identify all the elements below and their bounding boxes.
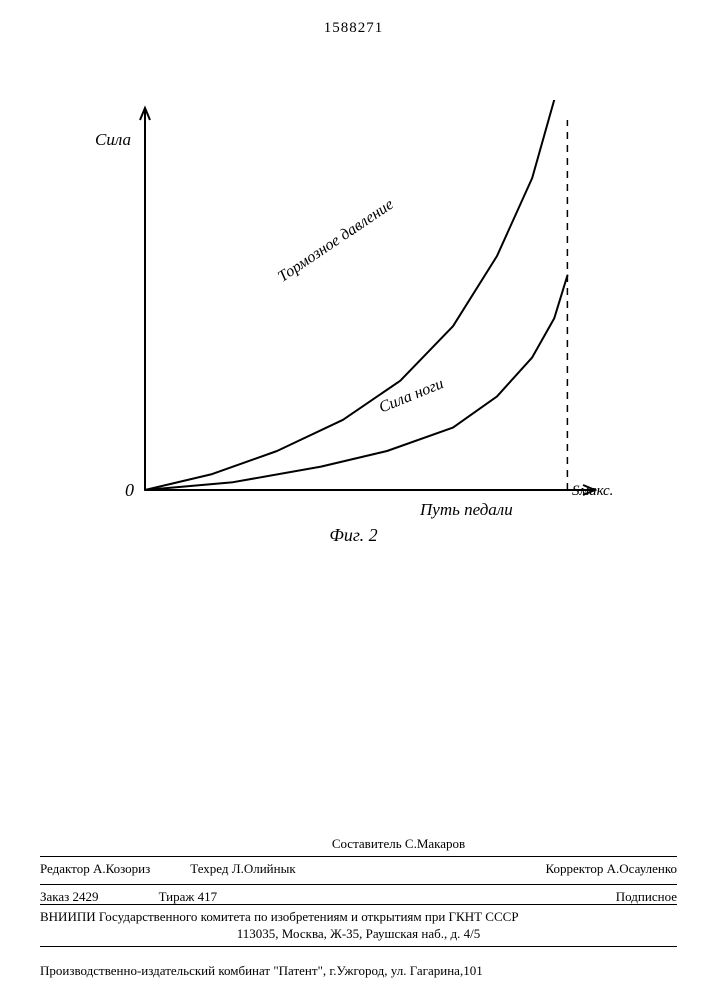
chart xyxy=(120,100,600,530)
footer-rule-3 xyxy=(40,904,677,905)
smax-label: Sмакс. xyxy=(572,483,613,500)
footer-rule-2 xyxy=(40,884,677,885)
corrector-text: Корректор А.Осауленко xyxy=(545,860,677,878)
footer-rule-1 xyxy=(40,856,677,857)
editor-text: Редактор А.Козориз xyxy=(40,860,150,878)
footer-org-line2: 113035, Москва, Ж-35, Раушская наб., д. … xyxy=(40,925,677,943)
footer-rule-4 xyxy=(40,946,677,947)
document-number: 1588271 xyxy=(0,20,707,37)
subscription-text: Подписное xyxy=(616,888,677,906)
page: 1588271 Сила 0 Тормозное давление Сила н… xyxy=(0,0,707,1000)
figure-label: Фиг. 2 xyxy=(0,525,707,546)
footer-order-row: Заказ 2429 Тираж 417 Подписное xyxy=(40,888,677,906)
footer-compiler-row: Составитель С.Макаров xyxy=(40,835,677,853)
compiler-text: Составитель С.Макаров xyxy=(332,836,465,851)
x-axis-label: Путь педали xyxy=(420,500,513,520)
techred-text: Техред Л.Олийнык xyxy=(190,860,295,878)
chart-svg xyxy=(120,100,600,530)
tirage-text: Тираж 417 xyxy=(159,888,218,906)
footer-printer: Производственно-издательский комбинат "П… xyxy=(40,962,677,980)
footer-editors-row: Редактор А.Козориз Техред Л.Олийнык Корр… xyxy=(40,860,677,878)
order-text: Заказ 2429 xyxy=(40,888,99,906)
footer-org-line1: ВНИИПИ Государственного комитета по изоб… xyxy=(40,908,677,926)
